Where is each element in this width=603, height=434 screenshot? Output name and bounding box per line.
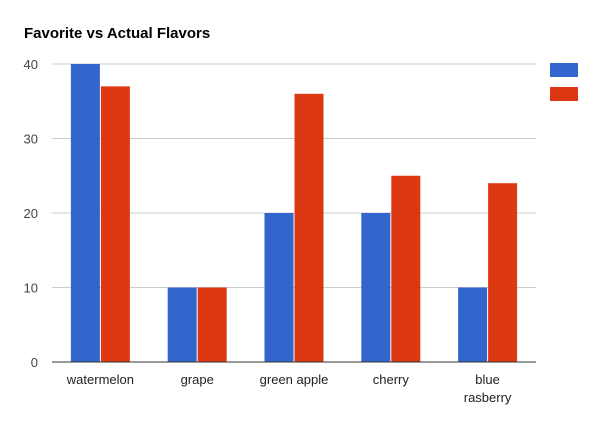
bar-series-1-blue-rasberry[interactable]	[458, 287, 488, 363]
y-tick-label: 40	[24, 57, 38, 72]
y-tick-label: 30	[24, 132, 38, 147]
bar-series-2-green-apple[interactable]	[294, 93, 324, 363]
bars	[70, 64, 518, 363]
chart-title: Favorite vs Actual Flavors	[24, 25, 210, 42]
bar-series-1-cherry[interactable]	[361, 213, 391, 362]
x-tick-label: watermelon	[66, 372, 134, 387]
bar-series-2-grape[interactable]	[197, 287, 227, 363]
y-tick-label: 10	[24, 281, 38, 296]
bar-series-1-watermelon[interactable]	[70, 64, 100, 362]
y-axis-ticks: 0 10 20 30 40	[24, 57, 38, 370]
bar-series-1-grape[interactable]	[167, 287, 197, 363]
x-tick-label: blue rasberry	[464, 372, 512, 405]
bar-series-2-blue-rasberry[interactable]	[488, 183, 518, 362]
bar-series-2-watermelon[interactable]	[100, 86, 130, 362]
gridlines	[52, 63, 536, 288]
y-tick-label: 0	[31, 355, 38, 370]
x-tick-label: grape	[181, 372, 214, 387]
y-tick-label: 20	[24, 206, 38, 221]
legend-swatch-series-2[interactable]	[550, 87, 578, 101]
legend[interactable]	[550, 63, 578, 101]
x-tick-label: green apple	[260, 372, 329, 387]
x-axis-ticks: watermelon grape green apple cherry blue rasb…	[66, 372, 512, 405]
legend-swatch-series-1[interactable]	[550, 63, 578, 77]
bar-series-1-green-apple[interactable]	[264, 213, 294, 362]
bar-series-2-cherry[interactable]	[391, 175, 421, 362]
x-tick-label: cherry	[373, 372, 410, 387]
